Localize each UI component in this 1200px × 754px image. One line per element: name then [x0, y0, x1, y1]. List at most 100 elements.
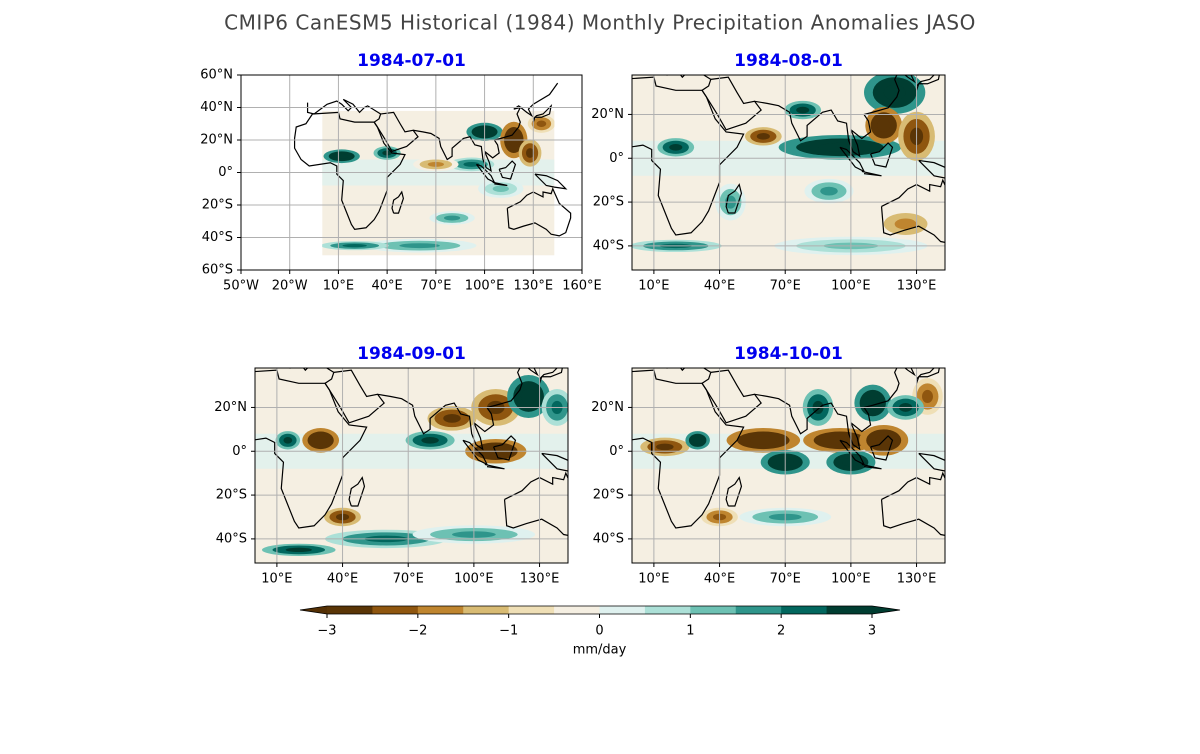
anomaly-core: [314, 435, 328, 445]
coastline: [705, 76, 762, 131]
y-tick-label: 0°: [609, 151, 624, 166]
coastline: [475, 163, 496, 184]
colorbar-segment: [735, 606, 782, 614]
anomaly-core: [656, 443, 674, 451]
coastline: [413, 82, 559, 173]
coastline: [377, 368, 539, 451]
y-tick-label: 40°S: [593, 531, 624, 546]
coastline: [391, 190, 405, 214]
panel-title: 1984-07-01: [357, 51, 466, 71]
coastline: [289, 368, 335, 391]
anomaly-field: [255, 368, 568, 563]
x-tick-label: 130°E: [897, 279, 937, 294]
colorbar-tick-label: −3: [317, 624, 336, 639]
coastline: [666, 75, 712, 98]
anomaly-core: [693, 437, 703, 444]
colorbar-tick-label: −2: [408, 624, 427, 639]
x-tick-label: 40°E: [704, 572, 735, 587]
anomaly-core: [796, 106, 810, 114]
map-panel: 10°E 40°E 70°E 100°E 130°E 20°N 0° 20°S 40°S 1984…: [214, 344, 569, 587]
x-tick-label: 20°W: [272, 279, 308, 294]
colorbar-extend-under: [300, 606, 327, 614]
x-tick-label: 100°E: [831, 572, 871, 587]
anomaly-core: [443, 215, 461, 221]
anomaly-core: [877, 118, 891, 132]
map-content: [632, 368, 945, 563]
map-frame: [631, 367, 946, 564]
x-tick-label: 100°E: [454, 572, 494, 587]
anomaly-core: [399, 243, 440, 249]
y-tick-label: 60°N: [200, 68, 233, 83]
coastline: [348, 476, 366, 507]
colorbar-extend-over: [872, 606, 900, 614]
coastline: [870, 142, 894, 168]
map-frame: [254, 367, 569, 564]
y-tick-label: 20°N: [591, 400, 624, 415]
y-tick-label: 0°: [609, 444, 624, 459]
x-tick-label: 130°E: [897, 572, 937, 587]
x-tick-label: 40°E: [372, 279, 403, 294]
colorbar-segment: [372, 606, 419, 614]
map-panel: 10°E 40°E 70°E 100°E 130°E 20°N 0° 20°S 40°S 1984…: [591, 344, 946, 587]
colorbar-tick-label: 3: [868, 624, 876, 639]
coastline: [915, 75, 940, 91]
anomaly-core: [883, 84, 906, 101]
map-panel: 10°E 40°E 70°E 100°E 130°E 20°N 0° 20°S 40°S 1984…: [591, 51, 946, 294]
map-frame: [631, 74, 946, 271]
x-tick-label: 100°E: [831, 279, 871, 294]
map-panel: 50°W 20°W 10°E 40°E 70°E 100°E 130°E 160°E 60°N 4…: [200, 51, 602, 294]
x-tick-label: 40°E: [704, 279, 735, 294]
anomaly-core: [756, 133, 770, 140]
figure-title: CMIP6 CanESM5 Historical (1984) Monthly …: [224, 11, 976, 35]
coastline: [880, 178, 945, 244]
coastline: [328, 369, 385, 424]
y-tick-label: 60°S: [202, 263, 233, 278]
colorbar: −3 −2 −1 0 1 2 3 mm/day: [299, 605, 901, 658]
panel-title: 1984-08-01: [734, 51, 843, 71]
colorbar-segment: [554, 606, 600, 614]
coastline: [918, 159, 945, 179]
x-tick-label: 100°E: [465, 279, 505, 294]
colorbar-tick-label: 2: [777, 624, 785, 639]
x-tick-label: 10°E: [638, 279, 669, 294]
coastline: [462, 439, 489, 466]
coastline: [532, 104, 553, 123]
coastline: [503, 471, 568, 537]
coastline: [880, 471, 945, 537]
colorbar-segment: [781, 606, 828, 614]
y-tick-label: 40°S: [593, 238, 624, 253]
coastline: [506, 187, 572, 237]
colorbar-segment: [508, 606, 555, 614]
coastline: [725, 183, 743, 214]
coastline: [498, 160, 517, 180]
x-tick-label: 130°E: [514, 279, 554, 294]
anomaly-core: [342, 244, 367, 248]
coastline: [484, 463, 505, 470]
map-content: [255, 368, 568, 563]
colorbar-tick-label: 0: [595, 624, 603, 639]
anomaly-core: [492, 185, 509, 192]
anomaly-core: [820, 186, 838, 196]
colorbar-segment: [644, 606, 691, 614]
coastline: [870, 435, 894, 461]
anomaly-core: [421, 437, 439, 444]
x-tick-label: 10°E: [638, 572, 669, 587]
coastline: [839, 146, 866, 173]
x-tick-label: 70°E: [393, 572, 424, 587]
anomaly-field: [322, 110, 555, 256]
anomaly-field: [632, 75, 945, 270]
x-tick-label: 50°W: [223, 279, 259, 294]
anomaly-core: [525, 148, 535, 158]
y-tick-label: 40°S: [202, 230, 233, 245]
coastline: [754, 75, 916, 158]
colorbar-segment: [417, 606, 464, 614]
colorbar-segment: [463, 606, 510, 614]
x-tick-label: 10°E: [261, 572, 292, 587]
coastline: [918, 452, 945, 472]
anomaly-core: [669, 144, 683, 151]
x-tick-label: 70°E: [770, 279, 801, 294]
y-tick-label: 20°S: [202, 198, 233, 213]
colorbar-segment: [327, 606, 373, 614]
y-tick-label: 20°N: [591, 107, 624, 122]
